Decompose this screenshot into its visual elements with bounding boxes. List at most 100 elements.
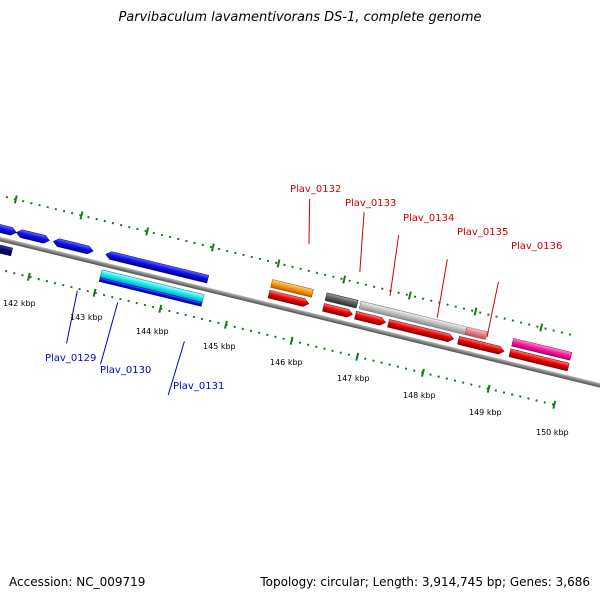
ruler-dot xyxy=(430,299,433,302)
ruler-tick xyxy=(79,211,84,220)
ruler-dot xyxy=(5,196,9,199)
ruler-tick xyxy=(158,304,163,313)
ruler-dot xyxy=(560,331,564,334)
ruler-dot xyxy=(234,251,237,255)
ruler-dot xyxy=(143,303,147,307)
ruler-dot xyxy=(339,351,342,354)
top-leader-lines xyxy=(308,198,499,338)
ruler-dot xyxy=(266,259,270,263)
gene-arrow-red xyxy=(354,310,386,326)
ruler-dot xyxy=(364,283,368,286)
ruler-dot xyxy=(299,267,302,271)
ruler-dot xyxy=(217,321,220,325)
ruler-dot xyxy=(266,333,269,337)
ruler-dot xyxy=(348,279,351,283)
ruler-dot xyxy=(160,233,164,237)
ruler-dot xyxy=(282,337,285,341)
gene-arrow-red xyxy=(322,303,353,318)
ruler-dot xyxy=(30,202,33,205)
ruler-dot xyxy=(103,219,107,223)
ruler-dot xyxy=(356,281,360,284)
ruler-tick xyxy=(223,320,228,329)
ruler-dot xyxy=(535,399,538,402)
ruler-dot xyxy=(478,385,481,388)
ruler-tick xyxy=(342,275,347,284)
ruler-dot xyxy=(185,239,188,243)
ruler-dot xyxy=(510,393,514,396)
ruler-dot xyxy=(446,303,449,306)
ruler-dot xyxy=(226,249,229,253)
ruler-dot xyxy=(413,295,417,298)
genome-backbone xyxy=(0,213,600,394)
gene-arrow-red xyxy=(267,289,310,307)
ruler-tick xyxy=(13,195,18,204)
ruler-dot xyxy=(511,319,515,322)
gene-box-pink xyxy=(511,337,573,361)
ruler-dot xyxy=(479,311,482,314)
gene-label: Plav_0131 xyxy=(173,381,224,392)
gene-box-darkgray xyxy=(324,292,359,309)
ruler-dot xyxy=(119,297,122,301)
accession-text: Accession: NC_009719 xyxy=(9,575,146,589)
ruler-dot xyxy=(21,273,24,277)
ruler-dot xyxy=(135,301,138,305)
ruler-dot xyxy=(257,331,261,335)
ruler-dot xyxy=(176,311,179,315)
ruler-dot xyxy=(372,285,376,288)
ruler-dot xyxy=(70,211,74,215)
ruler-dot xyxy=(249,329,253,333)
gene-arrow-red xyxy=(457,336,505,355)
ruler-dot xyxy=(527,397,530,400)
ruler-dot xyxy=(53,281,57,285)
gene-label: Plav_0134 xyxy=(403,213,454,224)
ruler-dot xyxy=(437,375,440,378)
ruler-dot xyxy=(128,225,131,229)
ruler-dot xyxy=(552,329,555,332)
gene-box-salmon xyxy=(464,326,488,340)
ruler-dot xyxy=(274,261,278,265)
ruler-dot xyxy=(388,363,391,366)
ruler-dot xyxy=(487,313,490,316)
ruler-dot xyxy=(38,203,41,207)
ruler-dot xyxy=(404,367,408,370)
ruler-dot xyxy=(29,275,32,279)
ruler-dot xyxy=(429,373,432,376)
ruler-dot xyxy=(347,353,351,356)
ruler-dot xyxy=(380,361,383,364)
ruler-dot xyxy=(397,291,400,294)
ruler-tick xyxy=(421,368,425,377)
ruler-dot xyxy=(445,377,449,380)
ruler-dot xyxy=(315,345,318,348)
gene-box-orange xyxy=(270,279,314,298)
ruler-dot xyxy=(364,357,367,360)
ruler-dot xyxy=(127,299,130,303)
gene-arrow-red xyxy=(508,348,570,372)
ruler-dot xyxy=(307,269,311,273)
ruler-dot xyxy=(136,227,139,231)
scale-label: 145 kbp xyxy=(203,342,236,351)
leader-line xyxy=(66,290,78,344)
ruler-tick xyxy=(473,307,478,316)
ruler-dot xyxy=(298,341,302,345)
ruler-dot xyxy=(544,327,547,330)
ruler-dot xyxy=(340,277,343,281)
ruler-dot xyxy=(470,309,474,312)
ruler-dot xyxy=(381,287,384,290)
gene-label: Plav_0136 xyxy=(511,241,562,252)
ruler-dot xyxy=(494,389,498,392)
ruler-dot xyxy=(192,315,196,319)
leader-line xyxy=(389,235,400,296)
ruler-tick xyxy=(355,352,360,361)
ruler-dot xyxy=(86,289,89,293)
ruler-tick xyxy=(210,243,215,252)
ruler-dot xyxy=(111,295,114,299)
ruler-dot xyxy=(421,297,425,300)
bottom-leader-lines xyxy=(66,290,185,396)
scale-label: 146 kbp xyxy=(270,358,303,367)
ruler-tick xyxy=(407,291,412,300)
ruler-dot xyxy=(46,205,49,209)
ruler-dot xyxy=(568,333,572,336)
gene-label: Plav_0135 xyxy=(457,227,508,238)
ruler-dot xyxy=(323,347,326,350)
ruler-dot xyxy=(331,349,334,352)
